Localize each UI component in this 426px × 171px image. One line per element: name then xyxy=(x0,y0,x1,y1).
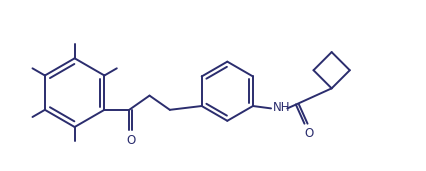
Text: O: O xyxy=(126,134,135,147)
Text: NH: NH xyxy=(273,101,290,114)
Text: O: O xyxy=(305,127,314,140)
